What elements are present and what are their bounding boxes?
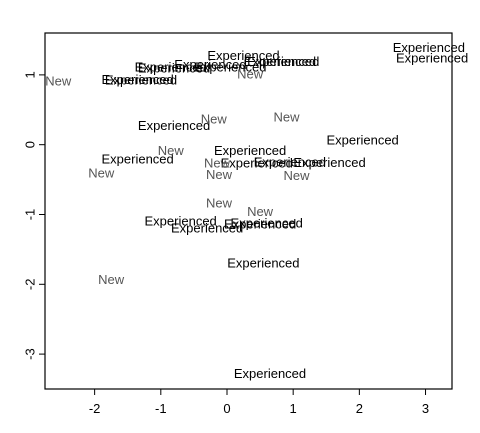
point-label-new: New <box>201 112 228 127</box>
y-tick-label: -3 <box>22 348 37 360</box>
point-label-new: New <box>206 195 233 210</box>
y-tick-label: -1 <box>22 209 37 221</box>
point-label-experienced: Experienced <box>194 59 266 74</box>
point-label-new: New <box>98 272 125 287</box>
point-label-experienced: Experienced <box>396 50 468 65</box>
x-tick-label: 0 <box>223 401 230 416</box>
point-label-experienced: Experienced <box>221 156 293 171</box>
point-label-experienced: Experienced <box>247 54 319 69</box>
point-label-experienced: Experienced <box>171 221 243 236</box>
point-label-experienced: Experienced <box>145 214 217 229</box>
y-tick-label: 0 <box>22 141 37 148</box>
point-label-new: New <box>247 204 274 219</box>
point-label-experienced: Experienced <box>138 61 210 76</box>
x-tick-label: 3 <box>422 401 429 416</box>
point-label-new: New <box>45 73 72 88</box>
y-axis: -3 -2 -1 0 1 <box>22 71 45 360</box>
point-label-new: New <box>274 110 301 125</box>
point-label-experienced: Experienced <box>254 154 326 169</box>
plot-frame <box>44 32 453 390</box>
x-tick-label: -2 <box>89 401 101 416</box>
point-label-experienced: Experienced <box>174 57 246 72</box>
point-label-experienced: Experienced <box>244 54 316 69</box>
point-label-experienced: Experienced <box>293 155 365 170</box>
point-label-experienced: Experienced <box>105 73 177 88</box>
y-tick-label: -2 <box>22 279 37 291</box>
x-tick-label: 1 <box>290 401 297 416</box>
point-labels: ExperiencedExperiencedExperiencedExperie… <box>45 40 468 381</box>
point-label-experienced: Experienced <box>327 133 399 148</box>
x-axis: -2 -1 0 1 2 3 <box>89 389 429 416</box>
point-label-new: New <box>88 165 115 180</box>
point-label-experienced: Experienced <box>207 48 279 63</box>
point-label-experienced: Experienced <box>135 59 207 74</box>
point-label-experienced: Experienced <box>231 216 303 231</box>
point-label-experienced: Experienced <box>393 40 465 55</box>
point-label-experienced: Experienced <box>102 151 174 166</box>
x-tick-label: -1 <box>155 401 167 416</box>
point-label-new: New <box>283 168 310 183</box>
point-label-experienced: Experienced <box>214 143 286 158</box>
x-tick-label: 2 <box>356 401 363 416</box>
point-label-new: New <box>158 143 185 158</box>
point-label-new: New <box>204 156 231 171</box>
point-label-experienced: Experienced <box>102 72 174 87</box>
point-label-new: New <box>237 66 264 81</box>
point-label-experienced: Experienced <box>138 118 210 133</box>
point-label-experienced: Experienced <box>234 366 306 381</box>
point-label-experienced: Experienced <box>227 255 299 270</box>
point-label-new: New <box>206 167 233 182</box>
y-tick-label: 1 <box>22 71 37 78</box>
point-label-experienced: Experienced <box>224 216 296 231</box>
